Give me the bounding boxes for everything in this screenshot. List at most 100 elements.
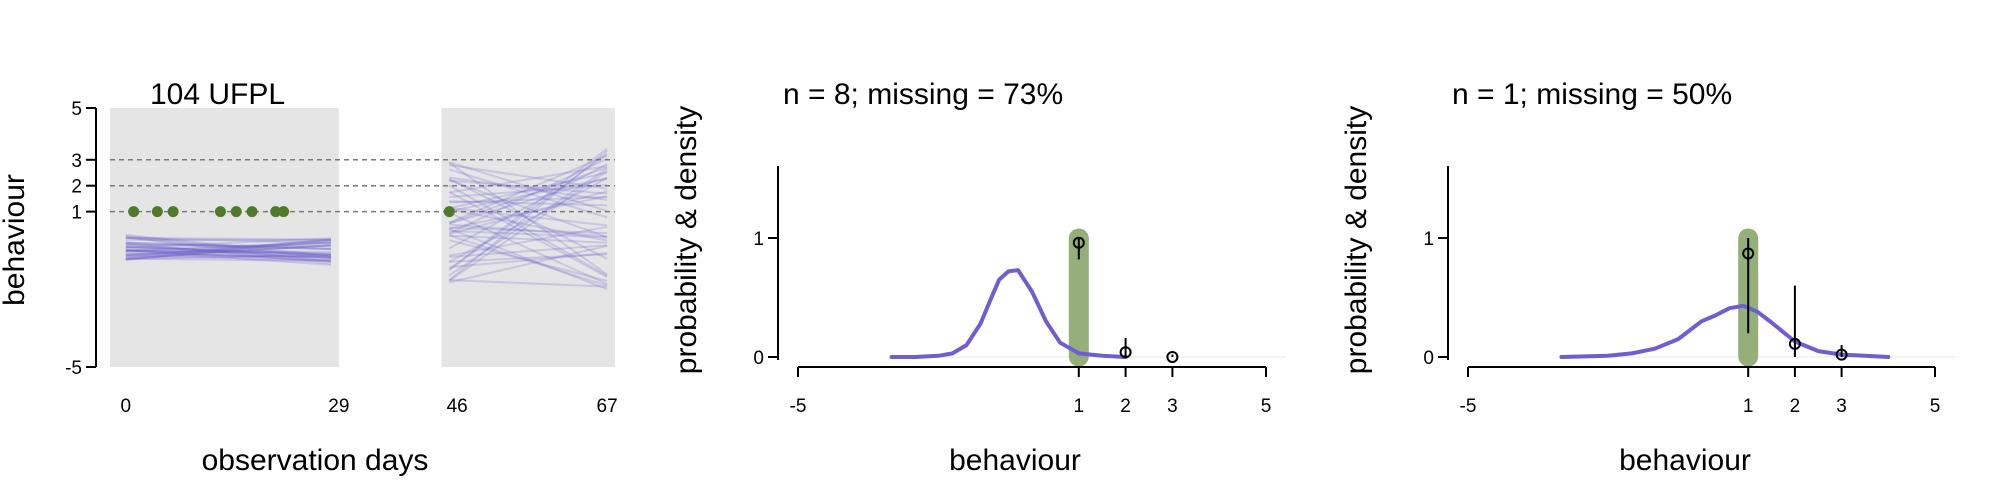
trajectory-panel: 104 UFPL observation days behaviour -5 1 2… xyxy=(0,78,618,477)
period1-trajectory xyxy=(125,237,331,244)
posterior-panel-1: n = 8; missing = 73% behaviour probabili… xyxy=(670,78,1286,477)
period1-trajectory xyxy=(125,245,331,257)
period1-trajectory xyxy=(125,236,332,264)
x-tick-label: 5 xyxy=(1261,396,1272,417)
observed-value-band xyxy=(1068,228,1089,367)
period1-trajectory xyxy=(125,236,331,241)
observed-point xyxy=(167,206,179,218)
x-tick-label: 2 xyxy=(1790,396,1801,417)
density-curve xyxy=(1559,303,1891,359)
period2-trajectory xyxy=(448,179,608,239)
period2-trajectory xyxy=(448,147,608,271)
observed-point xyxy=(270,206,282,218)
observed-point xyxy=(230,206,242,218)
period1-trajectory xyxy=(125,238,332,259)
period2-trajectory xyxy=(449,253,608,263)
posterior-panel-1-title: n = 8; missing = 73% xyxy=(783,78,1063,111)
period1-trajectory xyxy=(125,243,331,248)
x-tick-label: 3 xyxy=(1836,396,1847,417)
period2-trajectory xyxy=(449,223,608,238)
x-tick-label: 1 xyxy=(1743,396,1754,417)
observed-point xyxy=(128,206,140,218)
y-tick-label: -5 xyxy=(65,358,82,379)
trajectory-y-axis-label: behaviour xyxy=(0,174,31,306)
y-tick-label: 0 xyxy=(753,348,764,369)
period2-trajectory xyxy=(449,183,608,199)
y-tick-label: 1 xyxy=(753,229,764,250)
period2-trajectory xyxy=(449,208,608,242)
y-tick-label: 0 xyxy=(1423,348,1434,369)
period1-trajectory xyxy=(125,241,331,252)
period2-trajectory xyxy=(449,226,608,235)
period2-trajectory xyxy=(448,154,608,224)
observed-point xyxy=(443,206,455,218)
observation-period-shade-0 xyxy=(110,108,339,367)
period2-trajectory xyxy=(449,179,608,195)
observed-point xyxy=(246,206,258,218)
x-tick-label: -5 xyxy=(1460,396,1477,417)
period2-trajectory xyxy=(449,163,608,190)
period2-trajectory xyxy=(448,211,608,286)
density-curve xyxy=(889,268,1128,359)
period2-trajectory xyxy=(448,234,608,287)
y-tick-label: 1 xyxy=(1423,229,1434,250)
period2-trajectory xyxy=(448,184,608,277)
probability-point-2 xyxy=(1119,346,1132,359)
x-tick-label: 46 xyxy=(447,396,468,417)
period1-trajectory xyxy=(125,253,331,260)
period2-trajectory xyxy=(448,227,608,290)
period2-trajectory xyxy=(449,244,608,259)
probability-point-2 xyxy=(1788,337,1801,350)
posterior-panel-2-title: n = 1; missing = 50% xyxy=(1452,78,1732,111)
y-tick-label: 2 xyxy=(71,177,82,198)
period2-trajectory xyxy=(449,165,608,194)
period2-trajectory xyxy=(449,229,608,239)
period2-trajectory xyxy=(449,207,608,227)
period1-trajectory xyxy=(125,233,332,257)
y-tick-label: 1 xyxy=(71,203,82,224)
period1-trajectory xyxy=(125,243,332,260)
observed-point xyxy=(278,206,290,218)
period1-trajectory xyxy=(125,241,331,250)
period2-trajectory xyxy=(449,200,608,207)
observed-point xyxy=(214,206,226,218)
x-tick-label: 0 xyxy=(120,396,131,417)
period2-trajectory xyxy=(448,153,608,271)
observed-point xyxy=(151,206,163,218)
period1-trajectory xyxy=(125,245,331,256)
x-tick-label: 2 xyxy=(1120,396,1131,417)
period2-trajectory xyxy=(448,177,608,263)
probability-point-1 xyxy=(1742,247,1755,260)
period2-trajectory xyxy=(448,166,608,225)
period2-trajectory xyxy=(449,168,608,219)
x-tick-label: 1 xyxy=(1074,396,1085,417)
x-tick-label: 3 xyxy=(1167,396,1178,417)
period1-trajectory xyxy=(125,248,331,262)
period2-trajectory xyxy=(449,225,608,257)
period1-trajectory xyxy=(125,241,332,265)
period1-trajectory xyxy=(125,244,331,260)
period1-trajectory xyxy=(125,237,331,249)
period1-trajectory xyxy=(125,249,331,255)
x-tick-label: 67 xyxy=(597,396,618,417)
period2-trajectory xyxy=(448,191,608,278)
probability-point-3 xyxy=(1835,348,1848,361)
period1-trajectory xyxy=(125,246,331,260)
period2-trajectory xyxy=(449,161,608,212)
x-tick-label: 5 xyxy=(1930,396,1941,417)
period1-trajectory xyxy=(125,257,331,263)
period2-trajectory xyxy=(449,279,608,288)
posterior-panel-1-x-axis-label: behaviour xyxy=(949,444,1081,477)
period2-trajectory xyxy=(449,244,608,284)
period1-trajectory xyxy=(125,245,331,256)
posterior-panel-1-y-axis-label: probability & density xyxy=(670,106,703,374)
trajectory-x-axis-label: observation days xyxy=(202,444,429,477)
period2-trajectory xyxy=(449,176,608,201)
period1-trajectory xyxy=(125,252,331,259)
trajectory-panel-title: 104 UFPL xyxy=(150,78,285,111)
period1-trajectory xyxy=(125,243,331,250)
period2-trajectory xyxy=(448,162,608,276)
period1-trajectory xyxy=(125,242,331,252)
period1-trajectory xyxy=(125,241,331,251)
